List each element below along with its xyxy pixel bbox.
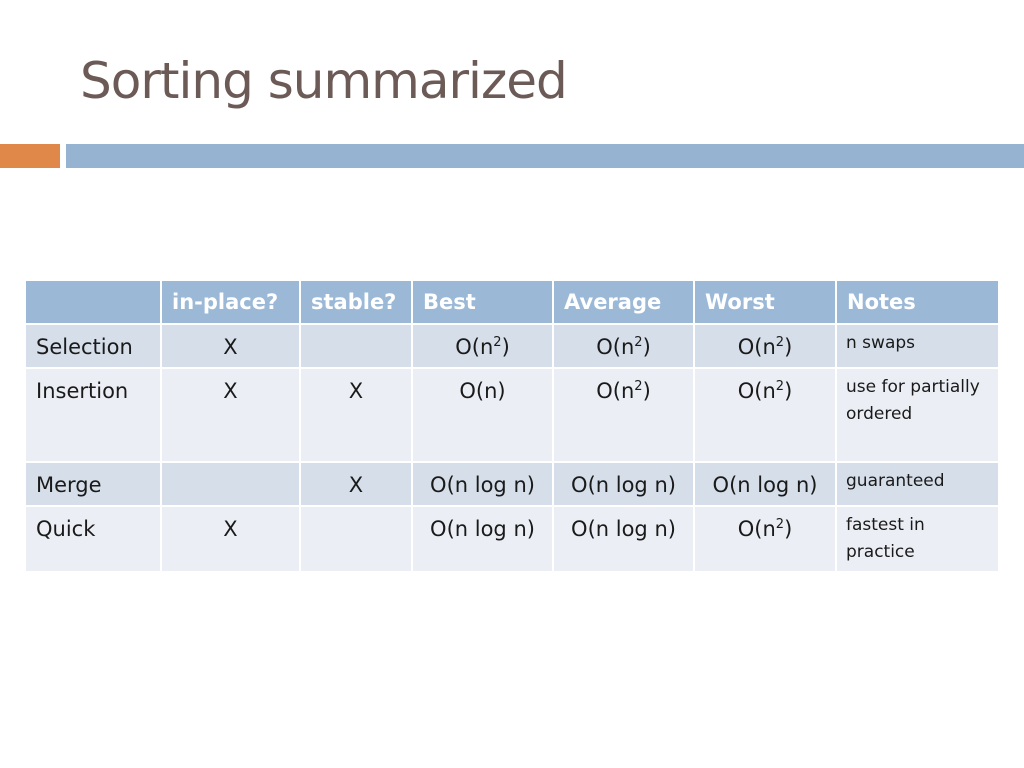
row-notes: use for partially ordered	[837, 369, 998, 461]
complexity-base: O(n)	[459, 379, 506, 403]
in-place-mark: X	[162, 325, 299, 367]
table-row: Insertion X X O(n) O(n2) O(n2) use for p…	[26, 369, 998, 461]
in-place-mark: X	[162, 507, 299, 571]
average-complexity: O(n log n)	[554, 463, 693, 505]
complexity-tail: )	[642, 335, 651, 359]
complexity-tail: )	[784, 379, 793, 403]
complexity-base: O(n	[737, 379, 776, 403]
accent-bar-orange	[0, 144, 60, 168]
complexity-exponent: 2	[775, 517, 785, 532]
complexity-exponent: 2	[775, 379, 785, 394]
row-name: Selection	[26, 325, 160, 367]
complexity-base: O(n log n)	[712, 473, 818, 497]
best-complexity: O(n log n)	[413, 463, 552, 505]
complexity-exponent: 2	[775, 335, 785, 350]
sorting-summary-table: in-place? stable? Best Average Worst Not…	[24, 279, 1000, 573]
complexity-tail: )	[501, 335, 510, 359]
complexity-base: O(n	[455, 335, 494, 359]
average-complexity: O(n log n)	[554, 507, 693, 571]
complexity-base: O(n	[737, 517, 776, 541]
row-notes: guaranteed	[837, 463, 998, 505]
worst-complexity: O(n2)	[695, 507, 835, 571]
complexity-tail: )	[784, 335, 793, 359]
complexity-base: O(n log n)	[430, 517, 535, 541]
stable-mark: X	[301, 463, 411, 505]
complexity-base: O(n log n)	[571, 473, 676, 497]
header-worst: Worst	[695, 281, 835, 323]
complexity-tail: )	[784, 517, 793, 541]
complexity-base: O(n	[596, 379, 635, 403]
in-place-mark	[162, 463, 299, 505]
complexity-exponent: 2	[634, 379, 643, 394]
row-name: Merge	[26, 463, 160, 505]
worst-complexity: O(n log n)	[695, 463, 835, 505]
table-row: Selection X O(n2) O(n2) O(n2) n swaps	[26, 325, 998, 367]
stable-mark: X	[301, 369, 411, 461]
row-notes: n swaps	[837, 325, 998, 367]
stable-mark	[301, 507, 411, 571]
header-stable: stable?	[301, 281, 411, 323]
complexity-base: O(n log n)	[571, 517, 676, 541]
worst-complexity: O(n2)	[695, 369, 835, 461]
table-row: Merge X O(n log n) O(n log n) O(n log n)…	[26, 463, 998, 505]
stable-mark	[301, 325, 411, 367]
header-in-place: in-place?	[162, 281, 299, 323]
header-average: Average	[554, 281, 693, 323]
header-corner	[26, 281, 160, 323]
average-complexity: O(n2)	[554, 325, 693, 367]
slide-title: Sorting summarized	[80, 52, 568, 110]
complexity-exponent: 2	[493, 335, 502, 350]
complexity-base: O(n	[596, 335, 635, 359]
table-row: Quick X O(n log n) O(n log n) O(n2) fast…	[26, 507, 998, 571]
complexity-tail: )	[642, 379, 651, 403]
header-best: Best	[413, 281, 552, 323]
table-header-row: in-place? stable? Best Average Worst Not…	[26, 281, 998, 323]
row-notes: fastest in practice	[837, 507, 998, 571]
row-name: Quick	[26, 507, 160, 571]
row-name: Insertion	[26, 369, 160, 461]
complexity-base: O(n	[737, 335, 776, 359]
worst-complexity: O(n2)	[695, 325, 835, 367]
accent-bar-blue	[66, 144, 1024, 168]
complexity-exponent: 2	[634, 335, 643, 350]
in-place-mark: X	[162, 369, 299, 461]
best-complexity: O(n)	[413, 369, 552, 461]
best-complexity: O(n2)	[413, 325, 552, 367]
best-complexity: O(n log n)	[413, 507, 552, 571]
average-complexity: O(n2)	[554, 369, 693, 461]
header-notes: Notes	[837, 281, 998, 323]
complexity-base: O(n log n)	[430, 473, 535, 497]
